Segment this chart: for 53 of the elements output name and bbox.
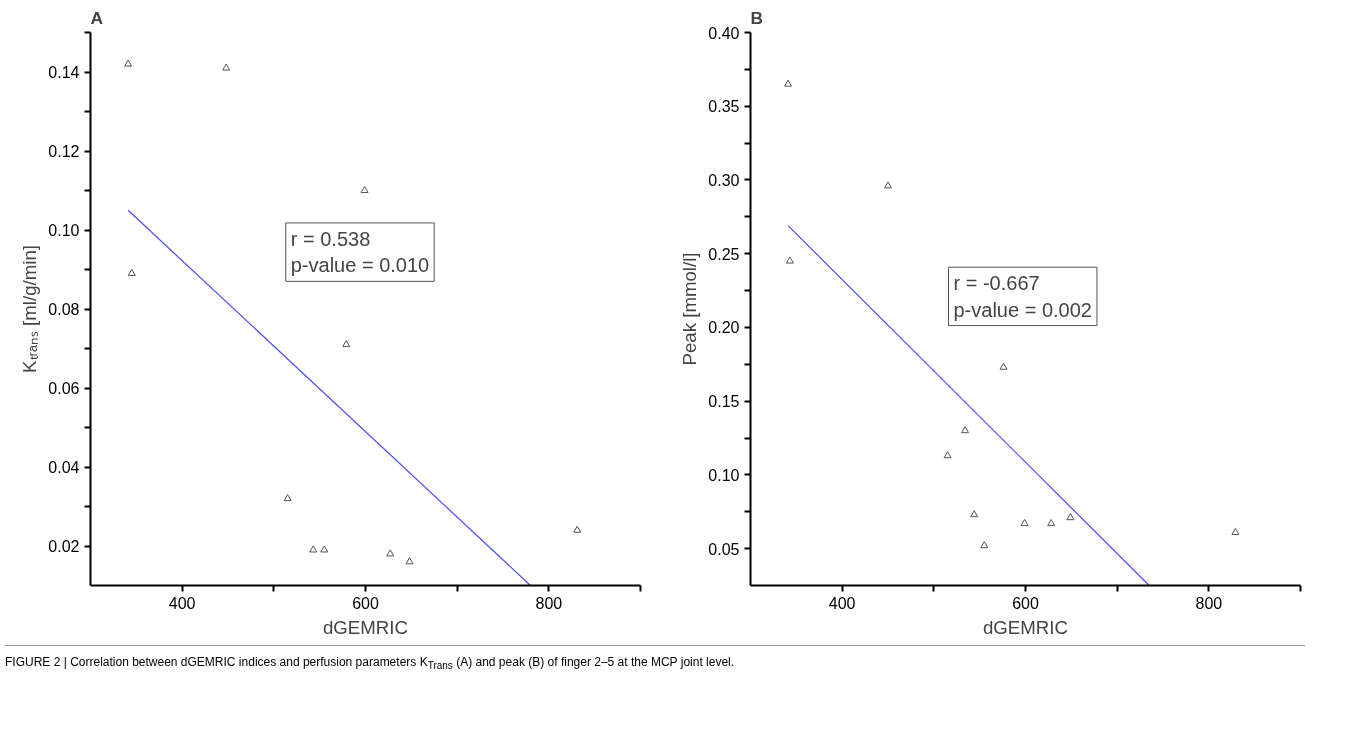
point xyxy=(1066,513,1075,521)
point xyxy=(785,256,794,264)
point xyxy=(1231,527,1240,535)
y-tick-label: 0.15 xyxy=(708,393,740,411)
x-tick-label: 800 xyxy=(1195,594,1223,612)
x-tick-label: 600 xyxy=(352,594,379,612)
y-axis-title: Kₜᵣₐₙₛ [ml/g/min] xyxy=(19,245,41,373)
point xyxy=(999,362,1008,370)
y-tick-label: 0.30 xyxy=(708,171,740,189)
point xyxy=(309,545,318,553)
annotation: r = 0.538 p-value = 0.010 xyxy=(290,227,430,277)
point xyxy=(884,181,892,189)
x-tick-label: 400 xyxy=(828,594,856,612)
x-tick-label: 600 xyxy=(1012,594,1039,612)
point xyxy=(386,549,395,557)
x-tick-label: 400 xyxy=(168,594,196,612)
y-tick-label: 0.35 xyxy=(708,98,740,116)
y-tick-label: 0.14 xyxy=(48,64,80,81)
point xyxy=(405,557,414,565)
x-axis-title: dGEMRIC xyxy=(983,616,1069,638)
y-tick-label: 0.10 xyxy=(48,222,80,239)
y-tick-label: 0.20 xyxy=(708,319,740,337)
point xyxy=(1047,519,1056,527)
point xyxy=(127,268,136,276)
y-tick-label: 0.40 xyxy=(708,24,740,42)
y-axis-title: Peak [mmol/l] xyxy=(679,252,701,366)
y-tick-label: 0.25 xyxy=(708,245,740,263)
y-tick-label: 0.10 xyxy=(708,466,740,484)
point xyxy=(573,525,582,533)
point xyxy=(961,426,969,434)
point xyxy=(360,185,369,194)
point xyxy=(943,451,952,459)
point xyxy=(1020,519,1029,527)
y-tick-label: 0.02 xyxy=(48,538,80,555)
y-tick-label: 0.06 xyxy=(48,380,80,397)
point xyxy=(970,510,979,518)
x-tick-label: 800 xyxy=(535,594,563,612)
point xyxy=(283,494,292,502)
x-axis-title: dGEMRIC xyxy=(323,616,409,638)
point xyxy=(784,79,793,87)
chart-title: A xyxy=(90,7,104,28)
caption: FIGURE 2 | Correlation between dGEMRIC indices and perfusion parameters K$_{Trans}$ (A) and peak (B) of finger 2–5 at the MCP joint level. xyxy=(5,645,1305,674)
y-tick-label: 0.12 xyxy=(48,143,80,160)
point xyxy=(124,59,133,67)
chart-title: B xyxy=(750,7,764,28)
point xyxy=(320,545,329,553)
y-tick-label: 0.08 xyxy=(48,301,80,318)
annotation: r = -0.667 p-value = 0.002 xyxy=(953,272,1092,321)
point xyxy=(222,63,231,71)
y-tick-label: 0.04 xyxy=(48,459,80,476)
point xyxy=(980,541,989,549)
y-tick-label: 0.05 xyxy=(708,540,740,558)
point xyxy=(342,340,351,348)
